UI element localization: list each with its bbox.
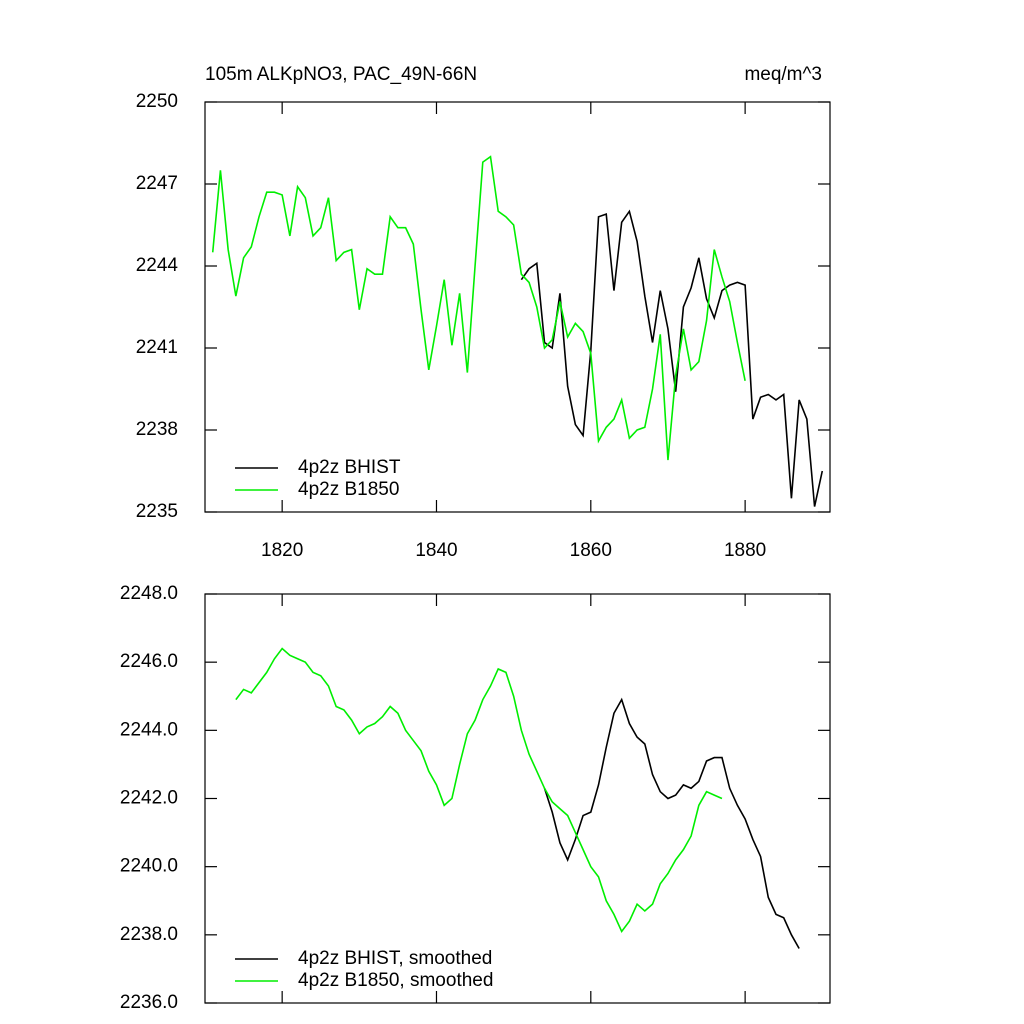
y-tick-label: 2238 (136, 419, 178, 440)
legend-label: 4p2z BHIST, smoothed (298, 948, 492, 969)
y-tick-label: 2242.0 (120, 788, 178, 809)
y-tick-label: 2244 (136, 255, 179, 276)
y-tick-label: 2248.0 (120, 583, 178, 604)
series-line (520, 209, 824, 507)
chart-title: 105m ALKpNO3, PAC_49N-66N (205, 64, 477, 85)
legend-label: 4p2z BHIST (298, 457, 401, 478)
series-line (235, 647, 723, 933)
legend-label: 4p2z B1850, smoothed (298, 970, 493, 991)
y-tick-label: 2238.0 (120, 924, 178, 945)
y-tick-label: 2246.0 (120, 651, 178, 672)
legend-label: 4p2z B1850 (298, 479, 399, 500)
y-tick-label: 2236.0 (120, 992, 178, 1013)
plot-frame (204, 101, 831, 513)
x-tick-label: 1840 (415, 540, 457, 561)
series-line (543, 697, 800, 949)
y-tick-label: 2250 (136, 91, 178, 112)
plot-frame (204, 593, 831, 1004)
x-tick-label: 1880 (724, 540, 766, 561)
y-tick-label: 2240.0 (120, 856, 178, 877)
y-tick-label: 2247 (136, 173, 178, 194)
series-line (211, 155, 746, 461)
units-label: meq/m^3 (744, 64, 822, 85)
x-tick-label: 1860 (570, 540, 612, 561)
y-tick-label: 2235 (136, 501, 178, 522)
y-tick-label: 2241 (136, 337, 178, 358)
x-tick-label: 1820 (261, 540, 303, 561)
y-tick-label: 2244.0 (120, 719, 178, 740)
